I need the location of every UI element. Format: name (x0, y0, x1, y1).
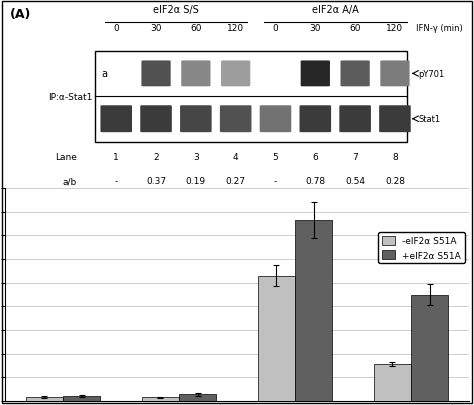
FancyBboxPatch shape (180, 106, 212, 133)
FancyBboxPatch shape (220, 106, 252, 133)
Text: -: - (115, 177, 118, 186)
FancyBboxPatch shape (379, 106, 411, 133)
Text: a/b: a/b (63, 177, 77, 186)
Text: 0: 0 (113, 23, 119, 33)
Bar (258, 276, 295, 401)
Text: 60: 60 (190, 23, 201, 33)
Text: IFN-γ (min): IFN-γ (min) (416, 23, 463, 33)
Bar (179, 394, 216, 401)
Bar (63, 396, 100, 401)
Text: (A): (A) (9, 8, 31, 21)
Bar (374, 364, 411, 401)
Text: eIF2α S/S: eIF2α S/S (153, 5, 199, 15)
Text: 0.28: 0.28 (385, 177, 405, 186)
Text: 1: 1 (113, 153, 119, 162)
Text: eIF2α A/A: eIF2α A/A (312, 5, 359, 15)
Text: 5: 5 (273, 153, 278, 162)
Text: 2: 2 (153, 153, 159, 162)
Text: 120: 120 (386, 23, 403, 33)
Bar (295, 220, 332, 401)
Text: 0.78: 0.78 (305, 177, 325, 186)
FancyBboxPatch shape (300, 106, 331, 133)
FancyBboxPatch shape (181, 61, 210, 87)
Text: 8: 8 (392, 153, 398, 162)
Text: Stat1: Stat1 (418, 115, 440, 124)
Text: 0.37: 0.37 (146, 177, 166, 186)
FancyBboxPatch shape (380, 61, 410, 87)
Text: 0.27: 0.27 (226, 177, 246, 186)
Text: 0: 0 (273, 23, 278, 33)
Text: 4: 4 (233, 153, 238, 162)
Bar (411, 295, 448, 401)
Text: a: a (101, 69, 107, 79)
Text: 60: 60 (349, 23, 361, 33)
Text: b: b (101, 115, 107, 124)
Text: 30: 30 (150, 23, 162, 33)
Text: Lane: Lane (55, 153, 77, 162)
Text: 6: 6 (312, 153, 318, 162)
FancyBboxPatch shape (260, 106, 292, 133)
Text: -: - (274, 177, 277, 186)
FancyBboxPatch shape (141, 61, 171, 87)
Text: 3: 3 (193, 153, 199, 162)
FancyBboxPatch shape (221, 61, 250, 87)
Text: pY701: pY701 (418, 70, 445, 79)
Bar (26, 397, 63, 401)
Text: 120: 120 (227, 23, 244, 33)
Bar (95, 52, 407, 143)
FancyBboxPatch shape (301, 61, 330, 87)
FancyBboxPatch shape (140, 106, 172, 133)
Text: 7: 7 (352, 153, 358, 162)
Bar (142, 397, 179, 401)
Text: IP:α-Stat1: IP:α-Stat1 (49, 93, 93, 102)
Legend: -eIF2α S51A, +eIF2α S51A: -eIF2α S51A, +eIF2α S51A (378, 232, 465, 264)
FancyBboxPatch shape (100, 106, 132, 133)
Text: 30: 30 (310, 23, 321, 33)
Text: 0.54: 0.54 (345, 177, 365, 186)
Text: 0.19: 0.19 (186, 177, 206, 186)
FancyBboxPatch shape (339, 106, 371, 133)
FancyBboxPatch shape (340, 61, 370, 87)
